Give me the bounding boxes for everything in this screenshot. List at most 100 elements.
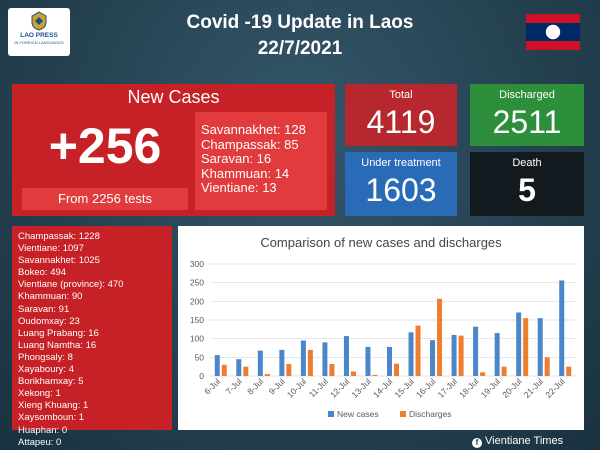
- province-total: Attapeu: 0: [18, 436, 62, 448]
- discharged-value: 2511: [492, 104, 562, 140]
- y-tick-label: 100: [190, 334, 204, 344]
- bar-new-cases: [430, 340, 436, 376]
- bar-new-cases: [365, 346, 371, 376]
- province-total: Oudomxay: 23: [18, 315, 80, 327]
- discharged-card: Discharged 2511: [470, 84, 584, 146]
- province-new-case: Saravan: 16: [201, 151, 272, 166]
- province-totals-panel: Champassak: 1228 Vientiane: 1097 Savanna…: [12, 226, 172, 448]
- province-total: Xekong: 1: [18, 388, 61, 400]
- province-new-case: Savannakhet: 128: [201, 122, 306, 137]
- laos-flag-icon: [526, 14, 580, 50]
- province-new-case: Champassak: 85: [201, 136, 299, 152]
- bar-discharges: [350, 371, 356, 376]
- under-treatment-label: Under treatment: [361, 157, 441, 169]
- province-total: Xieng Khuang: 1: [18, 400, 89, 412]
- bar-discharges: [243, 366, 249, 376]
- x-tick-label: 14-Jul: [371, 376, 395, 400]
- province-total: Luang Namtha: 16: [18, 339, 97, 351]
- x-tick-label: 17-Jul: [436, 376, 460, 400]
- bar-discharges: [307, 349, 313, 376]
- total-card: Total 4119: [345, 84, 457, 146]
- death-card: Death 5: [470, 152, 584, 216]
- page-date: 22/7/2021: [257, 38, 343, 59]
- lao-press-emblem-icon: [31, 11, 47, 31]
- province-total: Champassak: 1228: [18, 231, 100, 242]
- new-cases-title: New Cases: [127, 87, 220, 107]
- legend-label: Discharges: [409, 409, 452, 419]
- province-total: Xayaboury: 4: [18, 364, 74, 376]
- bar-discharges: [480, 372, 486, 376]
- tests-count: From 2256 tests: [58, 191, 152, 206]
- bar-discharges: [501, 366, 507, 376]
- bar-new-cases: [473, 326, 479, 376]
- bar-discharges: [544, 357, 550, 376]
- chart-plot: 0 50 100 150 200 250 300 6-Jul 7-Jul 8-Jul 9-Jul10…: [190, 259, 576, 419]
- bar-discharges: [437, 298, 443, 376]
- legend-swatch: [400, 411, 406, 417]
- x-tick-label: 15-Jul: [392, 376, 416, 400]
- source-label: Vientiane Times: [485, 435, 564, 447]
- under-treatment-card: Under treatment 1603: [345, 152, 457, 216]
- x-tick-label: 12-Jul: [328, 376, 352, 400]
- province-total: Phongsaly: 8: [18, 351, 73, 363]
- total-value: 4119: [366, 104, 436, 140]
- bar-new-cases: [408, 332, 414, 376]
- province-total: Saravan: 91: [18, 303, 70, 315]
- under-treatment-value: 1603: [365, 172, 437, 208]
- bar-discharges: [458, 335, 464, 376]
- y-tick-label: 150: [190, 315, 204, 325]
- new-cases-count: +256: [48, 118, 162, 174]
- bar-discharges: [415, 325, 421, 376]
- bar-discharges: [264, 374, 270, 376]
- new-cases-panel: New Cases +256 From 2256 tests Savannakh…: [12, 84, 335, 216]
- total-label: Total: [389, 89, 413, 101]
- province-new-case: Vientiane: 13: [201, 180, 277, 195]
- bar-new-cases: [214, 355, 220, 376]
- legend-swatch: [328, 411, 334, 417]
- province-total: Bokeo: 494: [18, 267, 67, 279]
- comparison-chart: Comparison of new cases and discharges 0…: [178, 226, 584, 430]
- bar-new-cases: [343, 336, 349, 376]
- lao-press-logo: LAO PRESS IN FOREIGN LANGUAGES: [8, 8, 70, 56]
- bar-discharges: [221, 364, 227, 376]
- new-cases-provinces: Savannakhet: 128 Champassak: 85 Saravan:…: [195, 112, 327, 210]
- x-tick-label: 8-Jul: [245, 376, 265, 396]
- bar-new-cases: [494, 333, 500, 376]
- death-value: 5: [518, 172, 536, 208]
- x-tick-label: 10-Jul: [285, 376, 309, 400]
- y-tick-label: 300: [190, 259, 204, 269]
- province-total: Xaysomboun: 1: [18, 412, 85, 424]
- bar-discharges: [523, 318, 529, 376]
- y-tick-label: 50: [195, 352, 205, 362]
- death-label: Death: [512, 157, 542, 169]
- tests-box: From 2256 tests: [22, 188, 188, 210]
- x-tick-label: 13-Jul: [349, 376, 373, 400]
- chart-title: Comparison of new cases and discharges: [260, 235, 502, 250]
- bar-new-cases: [257, 350, 263, 376]
- bar-discharges: [286, 364, 292, 376]
- bar-new-cases: [387, 346, 392, 376]
- page-title: Covid -19 Update in Laos: [186, 12, 414, 33]
- bar-new-cases: [537, 318, 543, 376]
- bar-new-cases: [279, 349, 285, 376]
- province-total: Khammuan: 90: [18, 291, 83, 303]
- y-tick-label: 250: [190, 278, 204, 288]
- x-tick-label: 18-Jul: [457, 376, 481, 400]
- bar-discharges: [394, 363, 399, 376]
- bar-new-cases: [516, 312, 522, 376]
- province-new-case: Khammuan: 14: [201, 165, 290, 181]
- x-tick-label: 11-Jul: [307, 376, 330, 399]
- logo-subtitle: IN FOREIGN LANGUAGES: [14, 40, 64, 45]
- x-tick-label: 20-Jul: [500, 376, 524, 400]
- x-tick-label: 19-Jul: [479, 376, 503, 400]
- province-total: Huaphan: 0: [18, 424, 68, 436]
- x-tick-label: 9-Jul: [267, 376, 287, 396]
- province-total: Vientiane: 1097: [18, 243, 84, 255]
- x-tick-label: 7-Jul: [224, 376, 244, 396]
- bar-discharges: [329, 364, 335, 376]
- bar-new-cases: [559, 280, 565, 376]
- footer-source: f Vientiane Times: [472, 434, 592, 448]
- y-tick-label: 200: [190, 296, 204, 306]
- x-tick-label: 21-Jul: [522, 376, 546, 400]
- bar-new-cases: [300, 340, 306, 376]
